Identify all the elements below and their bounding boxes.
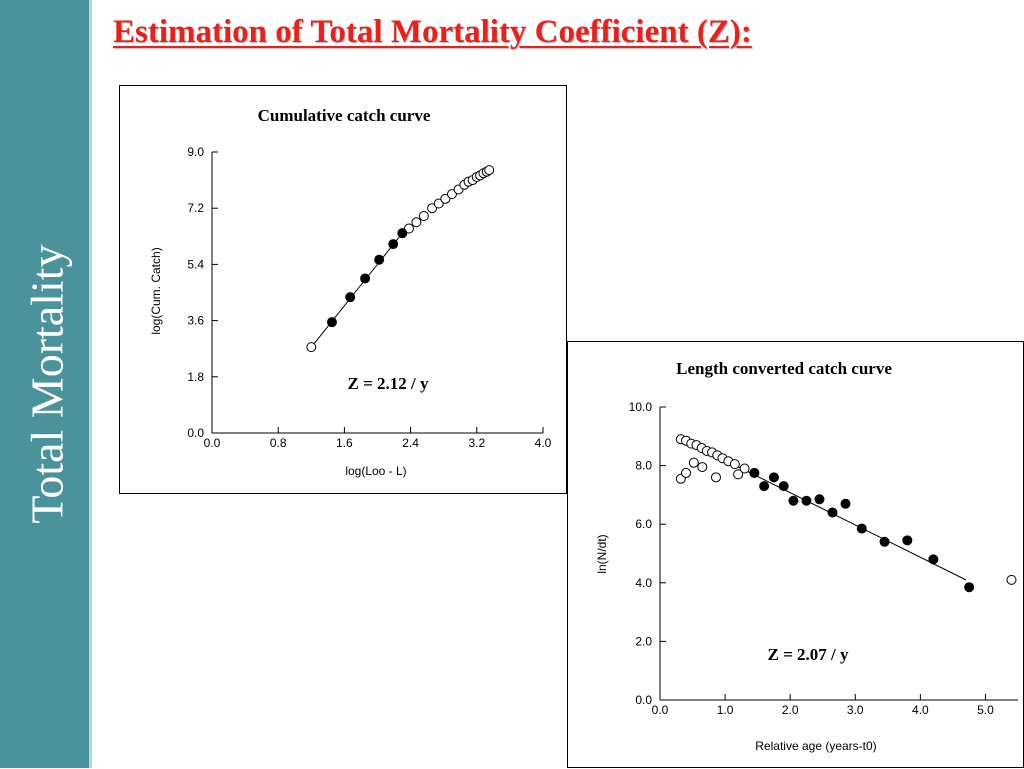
- filled-data-point: [814, 494, 825, 505]
- y-tick-label: 0.0: [635, 693, 652, 707]
- open-data-point: [484, 165, 495, 176]
- open-data-point: [433, 198, 444, 209]
- length-converted-catch-curve-plot: Length converted catch curve Z = 2.07 / …: [595, 359, 1018, 753]
- chart-title: Cumulative catch curve: [258, 106, 431, 125]
- filled-data-point: [326, 317, 337, 328]
- filled-data-point: [856, 523, 867, 534]
- filled-data-point: [374, 254, 385, 265]
- slide-title: Estimation of Total Mortality Coefficien…: [113, 14, 752, 50]
- x-tick-label: 0.8: [270, 436, 287, 450]
- open-data-point: [688, 457, 699, 468]
- z-annotation: Z = 2.07 / y: [768, 645, 849, 664]
- open-data-point: [739, 463, 750, 474]
- open-data-point: [427, 203, 438, 214]
- y-tick-label: 8.0: [635, 459, 652, 473]
- filled-data-point: [827, 507, 838, 518]
- x-tick-label: 4.0: [912, 703, 929, 717]
- open-data-point: [681, 467, 692, 478]
- x-tick-label: 3.0: [847, 703, 864, 717]
- y-tick-label: 2.0: [635, 634, 652, 648]
- x-tick-label: 2.0: [782, 703, 799, 717]
- open-data-point: [411, 217, 422, 228]
- filled-data-point: [759, 481, 770, 492]
- filled-data-point: [778, 481, 789, 492]
- x-tick-label: 0.0: [204, 436, 221, 450]
- open-data-point: [440, 193, 451, 204]
- x-axis-label: log(Loo - L): [345, 464, 406, 478]
- open-data-point: [418, 211, 429, 222]
- z-annotation: Z = 2.12 / y: [348, 374, 429, 393]
- sidebar: Total Mortality: [0, 0, 92, 768]
- filled-data-point: [388, 239, 399, 250]
- open-data-point: [446, 189, 457, 200]
- x-tick-label: 3.2: [468, 436, 485, 450]
- filled-data-point: [788, 495, 799, 506]
- cumulative-catch-curve-chart: Cumulative catch curve Z = 2.12 / y log(…: [119, 85, 567, 494]
- open-data-point: [306, 342, 317, 353]
- filled-data-point: [902, 535, 913, 546]
- open-data-point: [729, 459, 740, 470]
- y-tick-label: 1.8: [187, 370, 204, 384]
- y-tick-label: 6.0: [635, 517, 652, 531]
- filled-data-point: [768, 472, 779, 483]
- filled-data-point: [879, 536, 890, 547]
- x-tick-label: 5.0: [977, 703, 994, 717]
- filled-data-point: [360, 273, 371, 284]
- filled-data-point: [749, 467, 760, 478]
- length-converted-catch-curve-chart: Length converted catch curve Z = 2.07 / …: [567, 341, 1024, 768]
- filled-data-point: [964, 582, 975, 593]
- x-tick-label: 0.0: [652, 703, 669, 717]
- x-tick-label: 1.0: [717, 703, 734, 717]
- cumulative-catch-curve-plot: Cumulative catch curve Z = 2.12 / y log(…: [149, 106, 552, 478]
- open-data-point: [1006, 574, 1017, 585]
- y-tick-label: 7.2: [187, 201, 204, 215]
- filled-data-point: [840, 498, 851, 509]
- y-tick-label: 5.4: [187, 257, 204, 271]
- sidebar-title: Total Mortality: [21, 244, 73, 524]
- y-axis-label: log(Cum. Catch): [149, 247, 163, 334]
- filled-data-point: [928, 554, 939, 565]
- x-tick-label: 4.0: [535, 436, 552, 450]
- open-data-point: [697, 462, 708, 473]
- y-tick-label: 4.0: [635, 576, 652, 590]
- y-axis-label: ln(N/dt): [595, 534, 609, 573]
- y-tick-label: 9.0: [187, 145, 204, 159]
- regression-line: [310, 232, 403, 348]
- filled-data-point: [801, 495, 812, 506]
- x-axis-label: Relative age (years-t0): [755, 739, 876, 753]
- y-tick-label: 0.0: [187, 426, 204, 440]
- y-tick-label: 10.0: [629, 400, 653, 414]
- open-data-point: [403, 223, 414, 234]
- filled-data-point: [397, 228, 408, 239]
- y-tick-label: 3.6: [187, 314, 204, 328]
- x-tick-label: 1.6: [336, 436, 353, 450]
- filled-data-point: [345, 292, 356, 303]
- chart-title: Length converted catch curve: [676, 359, 892, 378]
- open-data-point: [733, 469, 744, 480]
- x-tick-label: 2.4: [402, 436, 419, 450]
- open-data-point: [710, 472, 721, 483]
